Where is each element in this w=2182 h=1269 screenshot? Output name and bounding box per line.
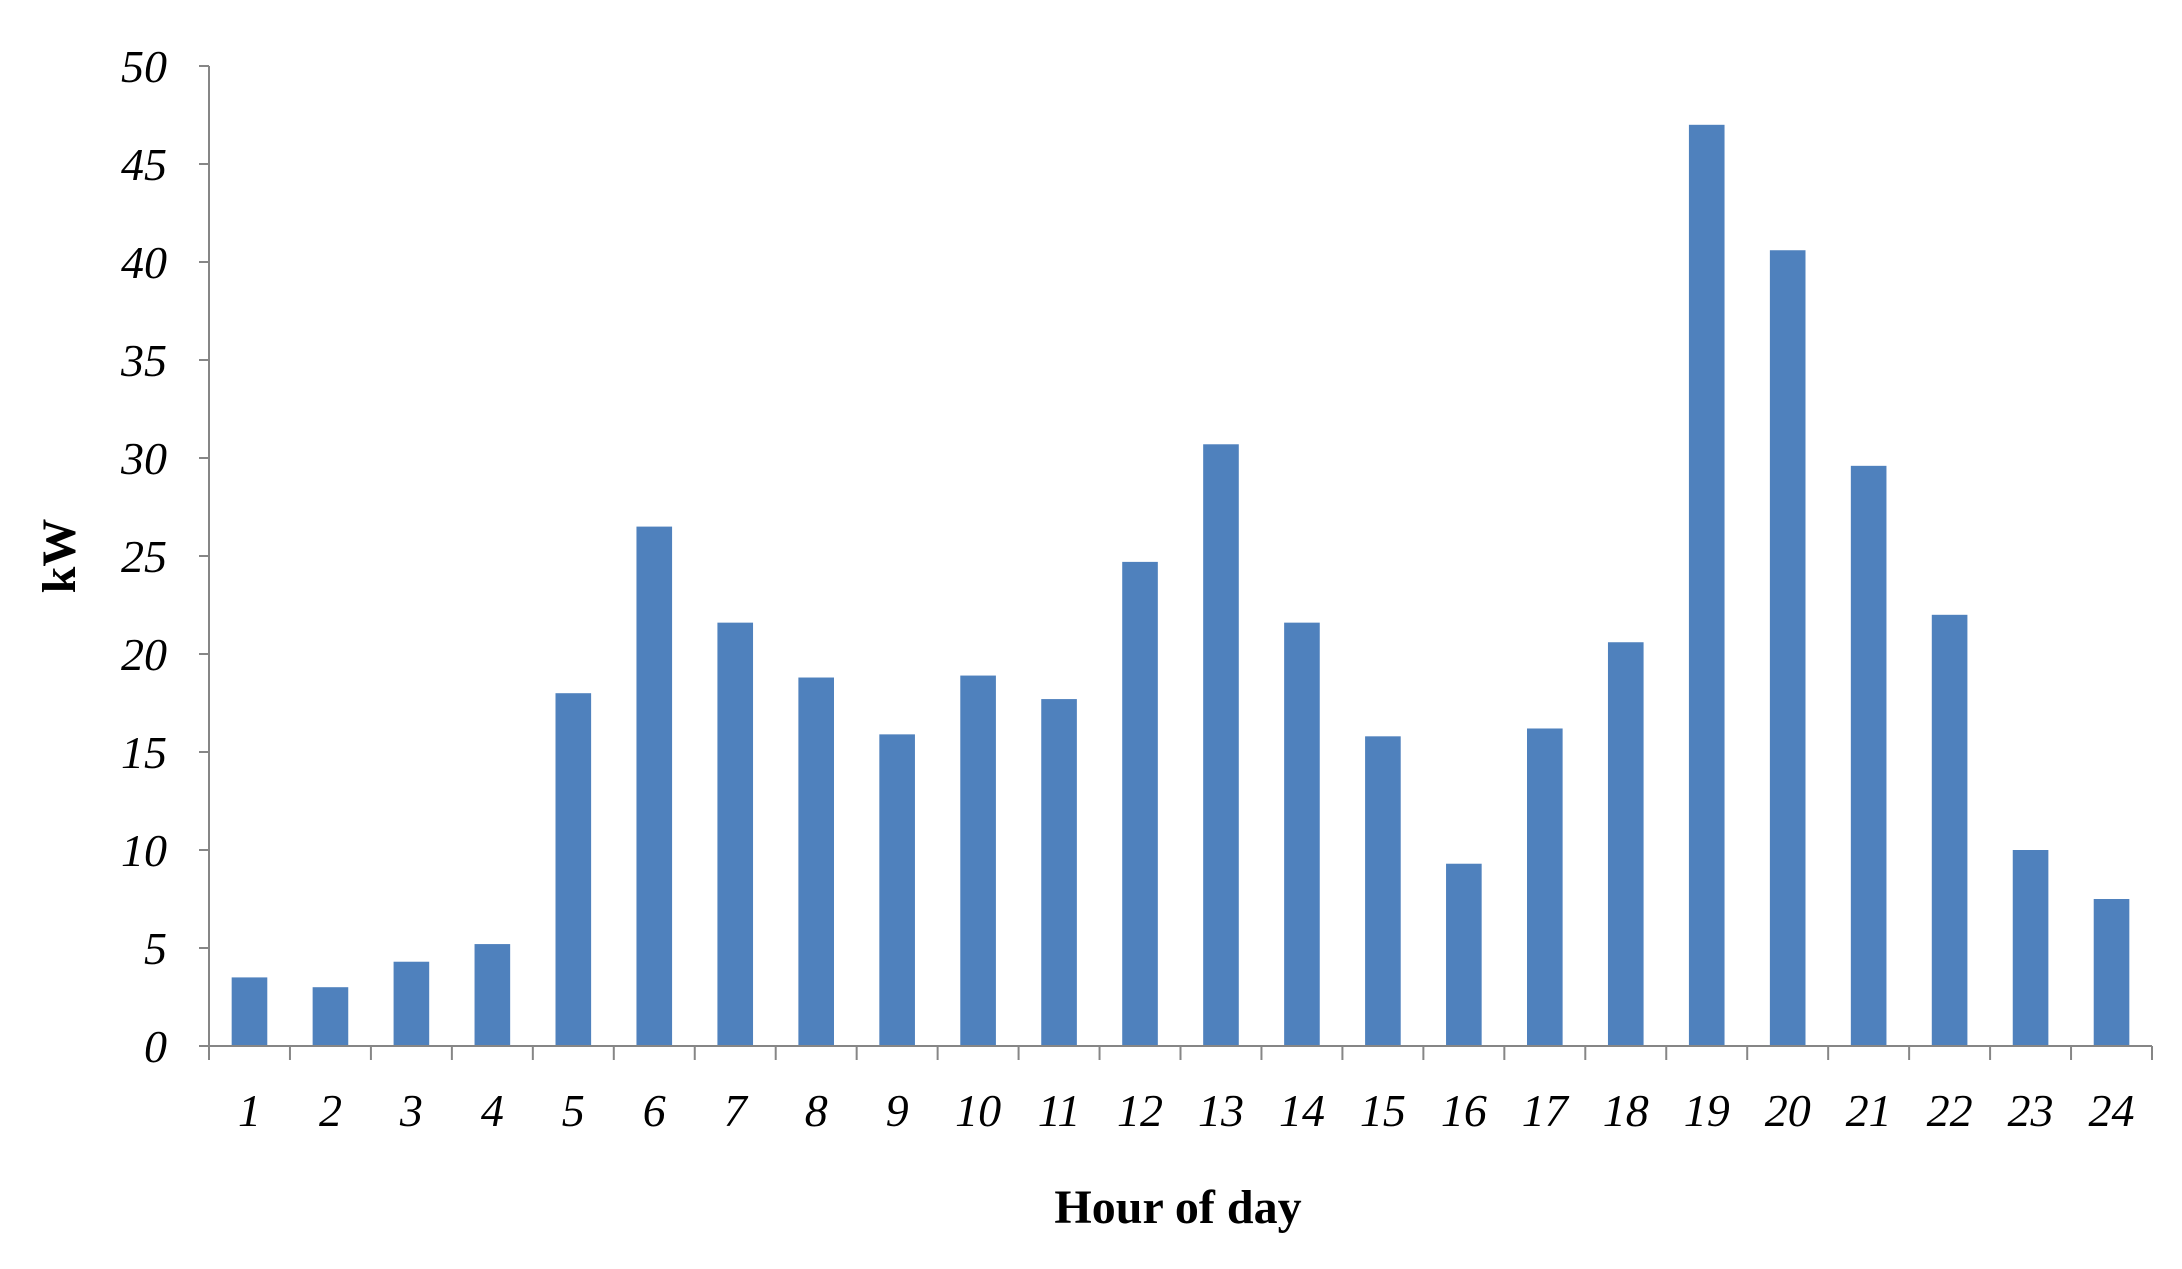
bar-hour-15 xyxy=(1365,736,1401,1046)
y-tick-label: 30 xyxy=(120,433,167,484)
bar-hour-19 xyxy=(1688,124,1725,1047)
x-tick-label-19: 19 xyxy=(1684,1085,1730,1136)
y-tick-label: 10 xyxy=(121,825,167,876)
bar-hour-6 xyxy=(636,526,673,1046)
x-tick-label-3: 3 xyxy=(399,1085,423,1136)
bar-hour-5 xyxy=(555,693,592,1046)
x-tick-labels: 1 2 3 4 5 6 7 8 9 10 11 12 13 14 15 16 17 18 19 20 21 22 23 24 xyxy=(238,1085,2135,1136)
y-tick-label: 0 xyxy=(144,1021,167,1072)
x-tick-label-14: 14 xyxy=(1279,1085,1325,1136)
y-tick-label: 25 xyxy=(121,531,167,582)
x-tick-label-13: 13 xyxy=(1198,1085,1244,1136)
x-tick-label-20: 20 xyxy=(1765,1085,1811,1136)
bar-hour-4 xyxy=(474,944,511,1046)
bar-hour-7 xyxy=(717,622,754,1046)
x-tick-label-12: 12 xyxy=(1117,1085,1163,1136)
bar-hour-13 xyxy=(1203,444,1239,1046)
x-tick-label-18: 18 xyxy=(1603,1085,1649,1136)
x-tick-label-10: 10 xyxy=(955,1085,1001,1136)
x-tick-label-6: 6 xyxy=(643,1085,666,1136)
bar-hour-9 xyxy=(879,734,915,1046)
bar-hour-8 xyxy=(798,677,834,1046)
bar-hour-11 xyxy=(1041,699,1077,1046)
x-tick-label-7: 7 xyxy=(724,1085,749,1136)
bar-hour-2 xyxy=(312,987,349,1046)
x-tick-label-23: 23 xyxy=(2008,1085,2054,1136)
x-tick-label-2: 2 xyxy=(319,1085,342,1136)
x-tick-label-11: 11 xyxy=(1038,1085,1081,1136)
y-tick-label: 5 xyxy=(144,923,167,974)
y-tick-labels: 0 5 10 15 20 25 30 35 40 45 50 xyxy=(120,41,167,1072)
bar-hour-24 xyxy=(2093,899,2130,1046)
x-tick-label-17: 17 xyxy=(1522,1085,1570,1136)
bar-hour-16 xyxy=(1446,863,1482,1046)
x-tick-label-16: 16 xyxy=(1441,1085,1487,1136)
bar-hour-17 xyxy=(1527,728,1563,1046)
bar-hour-22 xyxy=(1931,614,1968,1046)
x-tick-label-24: 24 xyxy=(2089,1085,2135,1136)
x-tick-label-8: 8 xyxy=(805,1085,828,1136)
x-tick-label-22: 22 xyxy=(1927,1085,1973,1136)
x-tick-label-15: 15 xyxy=(1360,1085,1406,1136)
x-tick-label-21: 21 xyxy=(1846,1085,1892,1136)
y-tick-label: 50 xyxy=(121,41,167,92)
bar-hour-14 xyxy=(1284,622,1320,1046)
y-tick-label: 20 xyxy=(121,629,167,680)
x-axis-title: Hour of day xyxy=(1054,1181,1301,1234)
y-tick-label: 40 xyxy=(121,237,167,288)
x-tick-label-4: 4 xyxy=(481,1085,504,1136)
bar-hour-21 xyxy=(1850,465,1887,1047)
y-axis-title: kW xyxy=(33,519,86,594)
y-tick-label: 45 xyxy=(121,139,167,190)
x-tick-label-5: 5 xyxy=(562,1085,585,1136)
bar-hour-18 xyxy=(1607,642,1644,1046)
x-tick-label-9: 9 xyxy=(886,1085,909,1136)
bar-hour-12 xyxy=(1122,561,1158,1046)
bar-hour-3 xyxy=(393,961,430,1046)
bars-group xyxy=(231,124,2130,1047)
y-tick-label: 35 xyxy=(120,335,167,386)
x-tick-label-1: 1 xyxy=(238,1085,261,1136)
y-tick-label: 15 xyxy=(121,727,167,778)
bar-hour-23 xyxy=(2012,850,2049,1046)
bar-hour-1 xyxy=(231,977,268,1046)
bar-hour-20 xyxy=(1769,250,1806,1047)
bar-hour-10 xyxy=(960,675,996,1046)
axes-group xyxy=(199,65,2153,1060)
